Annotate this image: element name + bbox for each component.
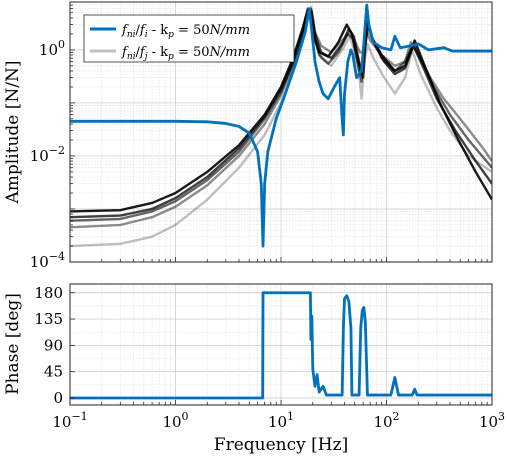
amplitude-y-tick-label: 10−4 xyxy=(30,250,65,271)
legend-label-gray: fni/fj - kp = 50N/mm xyxy=(121,45,250,62)
legend: fni/fi - kp = 50N/mm fni/fj - kp = 50N/m… xyxy=(83,14,295,63)
phase-curve-fni-fi xyxy=(70,291,492,400)
frequency-x-tick-label: 103 xyxy=(479,410,505,431)
amplitude-y-label: Amplitude [N/N] xyxy=(3,60,23,204)
frequency-x-tick-label: 101 xyxy=(268,410,294,431)
phase-y-tick-label: 180 xyxy=(34,284,63,302)
frequency-x-tick-label: 102 xyxy=(373,410,399,431)
amplitude-curves xyxy=(70,3,492,248)
amplitude-frame xyxy=(69,1,493,263)
frequency-x-label: Frequency [Hz] xyxy=(214,435,348,455)
legend-entry-blue: fni/fi - kp = 50N/mm xyxy=(90,23,250,40)
phase-y-tick-label: 135 xyxy=(34,310,63,328)
phase-y-tick-label: 90 xyxy=(44,336,63,354)
phase-y-tick-label: 0 xyxy=(53,389,63,407)
phase-y-tick-label: 45 xyxy=(44,363,63,381)
frequency-x-tick-label: 100 xyxy=(162,410,188,431)
amplitude-curve-fni-fi xyxy=(70,3,492,248)
amplitude-y-tick-label: 100 xyxy=(39,38,65,59)
phase-y-label: Phase [deg] xyxy=(3,293,23,395)
amplitude-y-tick-label: 10−2 xyxy=(30,144,65,165)
phase-frame xyxy=(69,283,493,406)
legend-label-blue: fni/fi - kp = 50N/mm xyxy=(121,23,250,40)
phase-ticks: 0 45 90 135 180 10−1 100 101 102 103 xyxy=(34,284,505,431)
legend-box xyxy=(83,14,295,63)
frequency-x-tick-label: 10−1 xyxy=(52,410,87,431)
legend-entry-gray: fni/fj - kp = 50N/mm xyxy=(90,45,250,62)
phase-curves xyxy=(70,291,492,400)
